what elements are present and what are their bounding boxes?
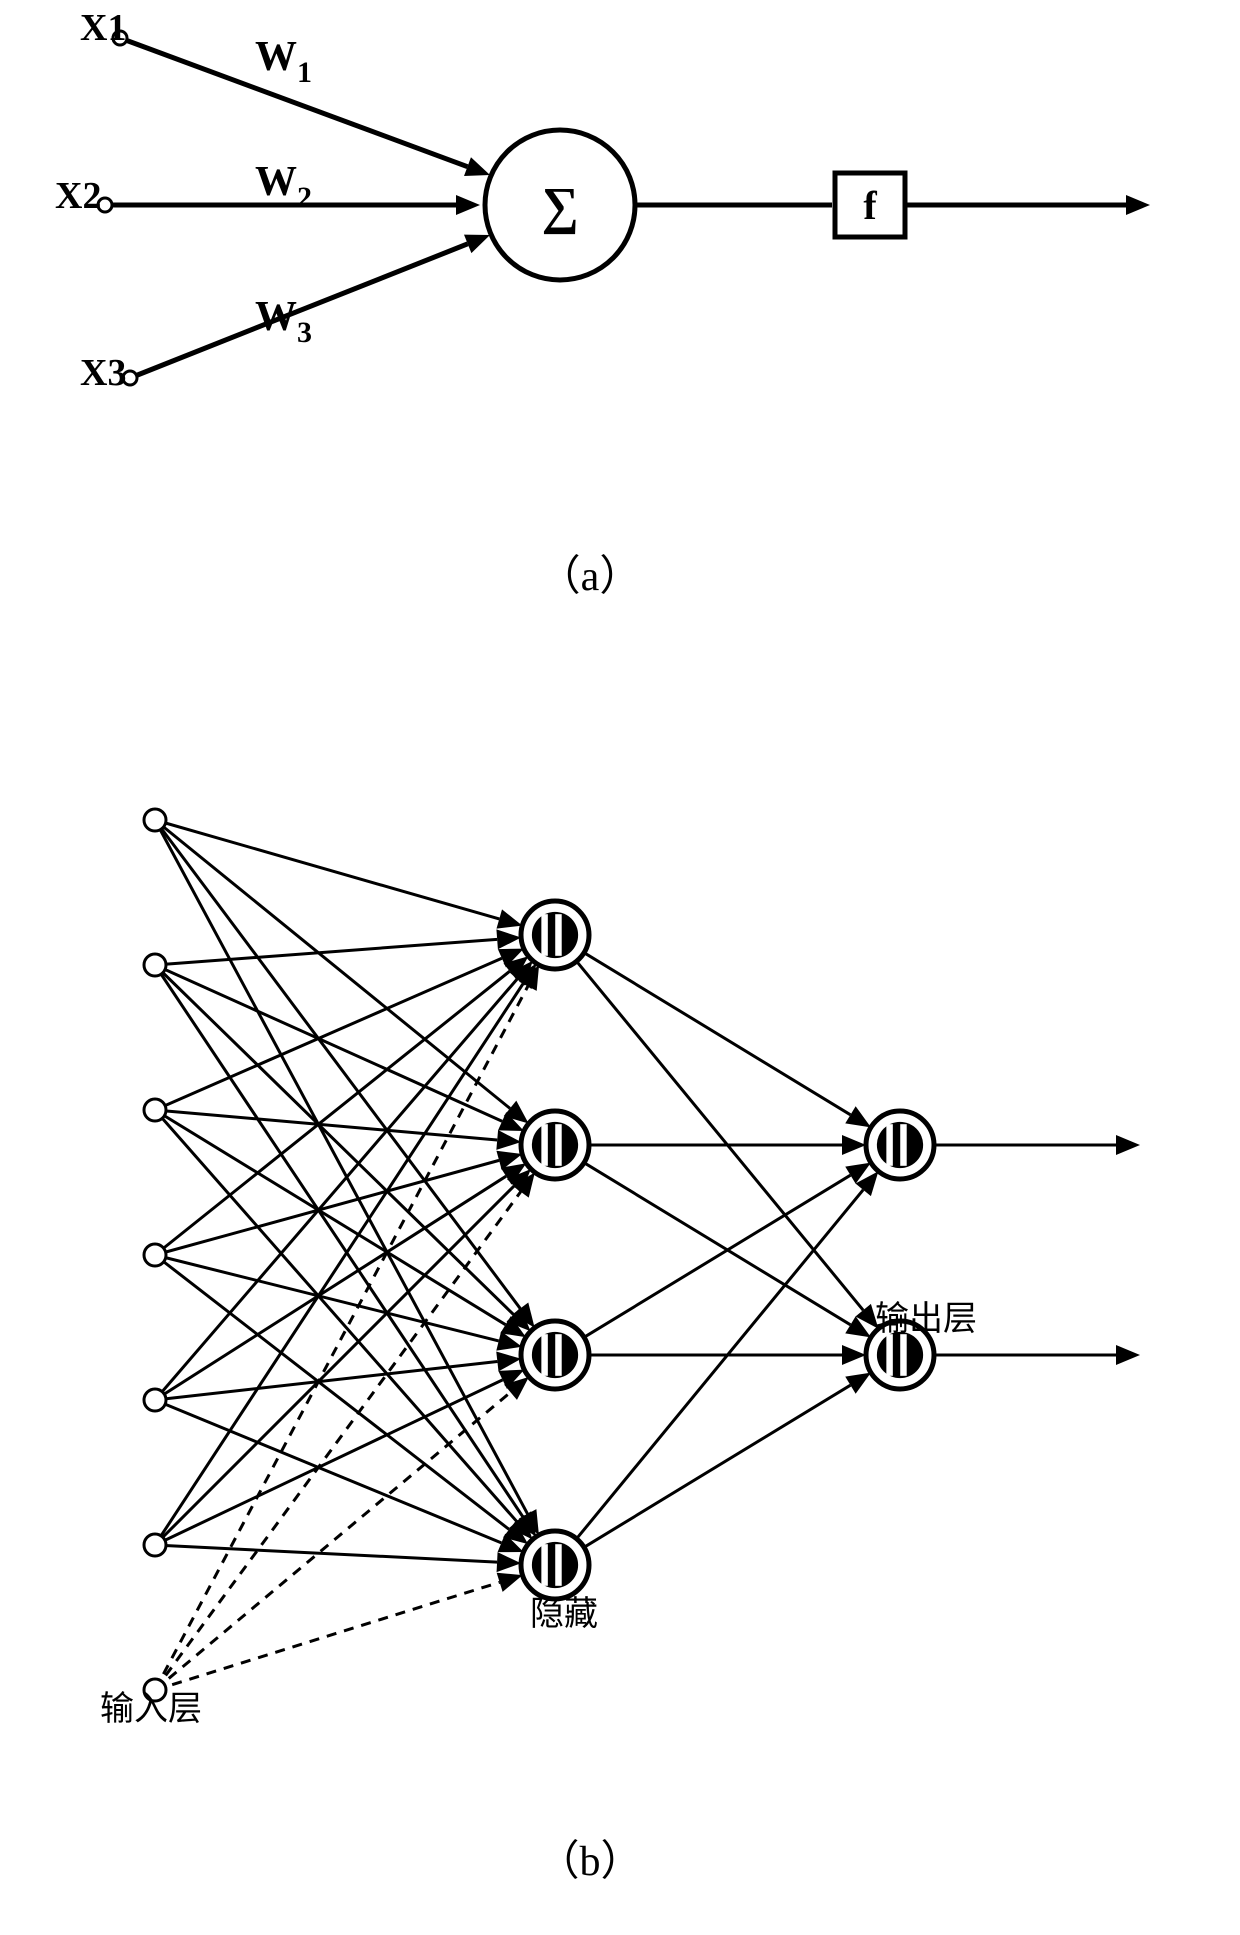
svg-text:X3: X3 <box>80 352 126 394</box>
svg-text:X2: X2 <box>55 175 101 217</box>
diagram-root: X1W1X2W2X3W3∑f（a）输入层隐藏输出层（b） <box>0 0 1240 1935</box>
input-node-1 <box>144 809 166 831</box>
weight-label-1: W1 <box>255 34 312 89</box>
panel-b-label: （b） <box>537 1839 642 1885</box>
input-layer-label: 输入层 <box>100 1690 202 1728</box>
svg-text:X1: X1 <box>80 7 126 49</box>
input-node-2 <box>144 954 166 976</box>
svg-text:∑: ∑ <box>541 178 578 235</box>
output-layer-label: 输出层 <box>875 1300 977 1338</box>
panel-a-label: （a） <box>539 554 642 600</box>
input-node-4 <box>144 1244 166 1266</box>
input-node-5 <box>144 1389 166 1411</box>
hidden-layer-label: 隐藏 <box>530 1595 598 1633</box>
weight-label-3: W3 <box>255 294 312 349</box>
input-node-3 <box>144 1099 166 1121</box>
input-node-6 <box>144 1534 166 1556</box>
svg-text:f: f <box>863 183 877 228</box>
